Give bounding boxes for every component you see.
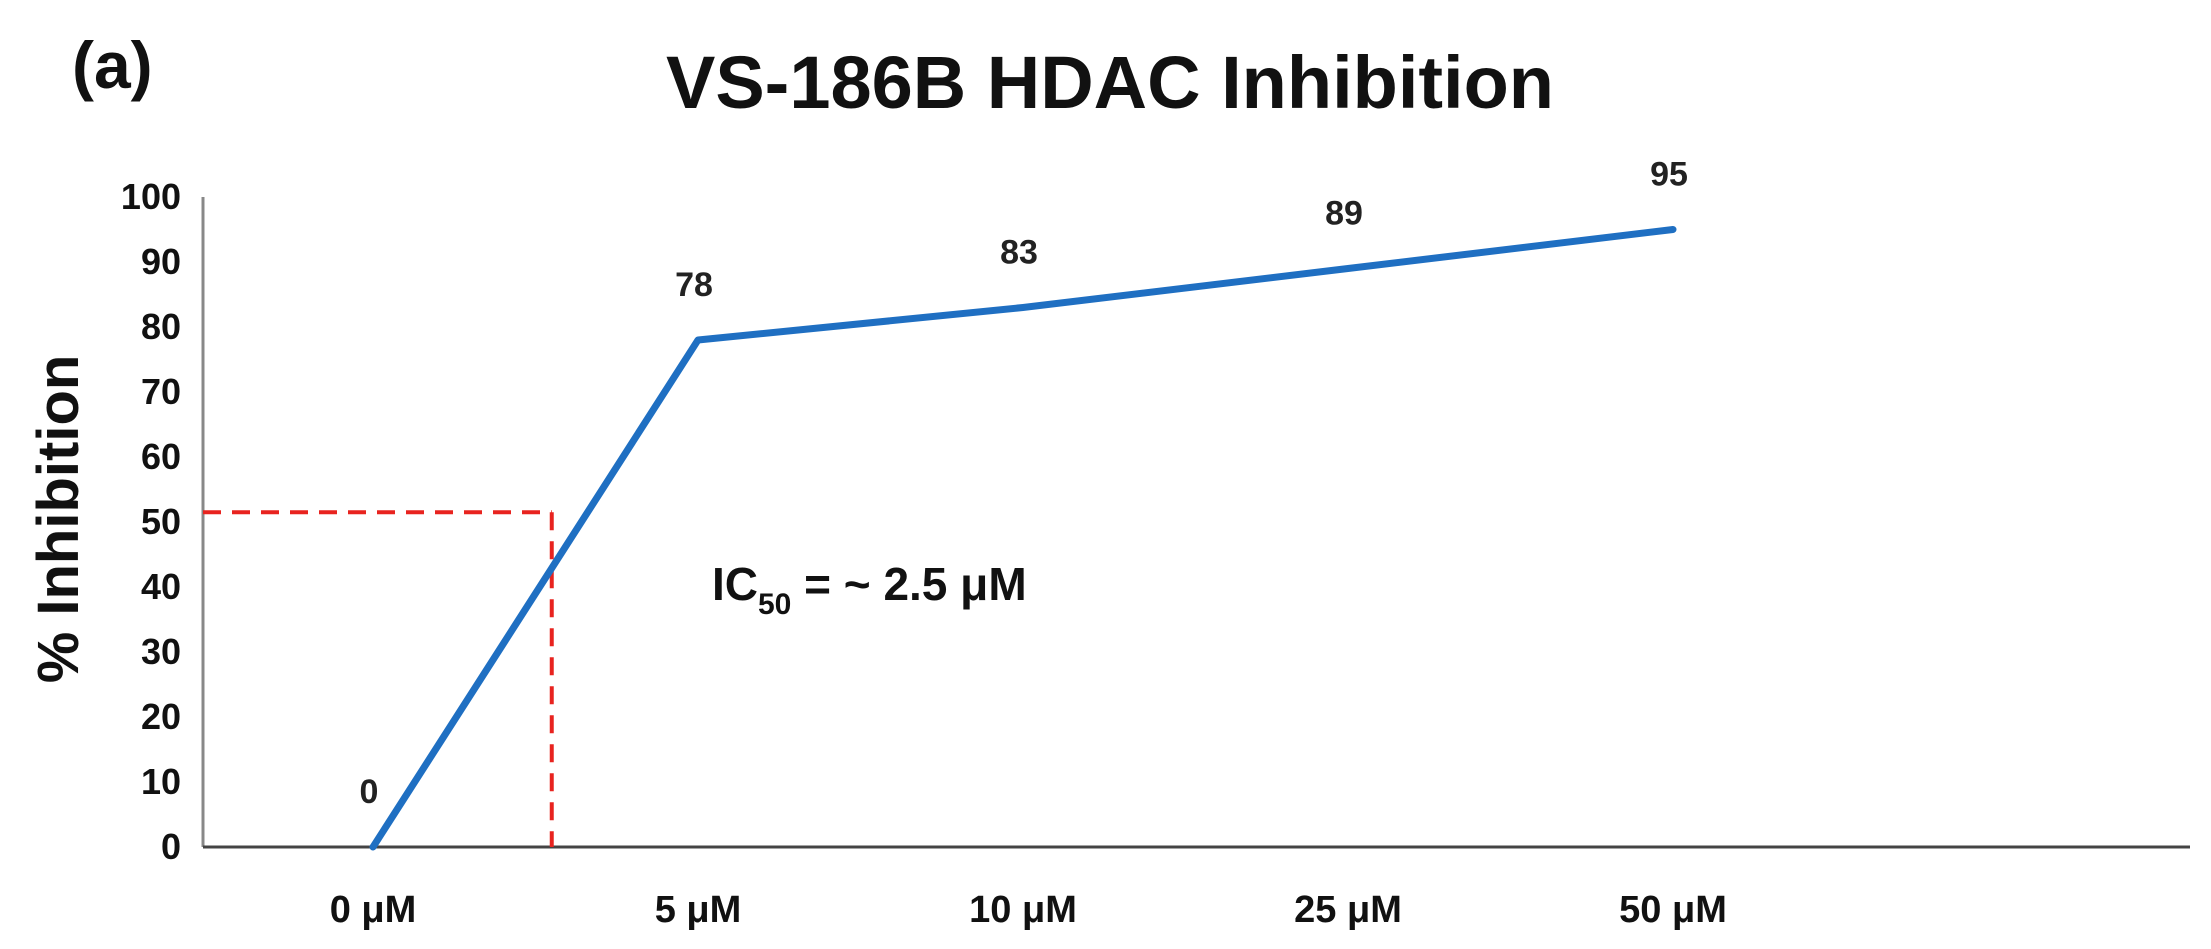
- y-tick-label: 50: [141, 501, 181, 542]
- y-axis-label: % Inhibition: [26, 355, 91, 684]
- data-label: 78: [675, 266, 713, 304]
- y-tick-labels: 0 10 20 30 40 50 60 70 80 90 100: [121, 176, 181, 867]
- y-tick-label: 70: [141, 371, 181, 412]
- y-tick-label: 10: [141, 761, 181, 802]
- data-label: 95: [1650, 156, 1688, 194]
- series-line: [369, 226, 1677, 851]
- ic50-suffix: = ~ 2.5 μM: [791, 558, 1026, 610]
- chart-title: VS-186B HDAC Inhibition: [666, 41, 1554, 124]
- x-tick-label: 25 μM: [1294, 889, 1402, 931]
- ic50-annotation: IC50 = ~ 2.5 μM: [712, 558, 1027, 621]
- series-group: [369, 226, 1677, 851]
- panel-label: (a): [72, 28, 153, 102]
- y-tick-label: 20: [141, 696, 181, 737]
- x-tick-label: 5 μM: [655, 889, 742, 931]
- y-tick-label: 30: [141, 631, 181, 672]
- ic50-subscript: 50: [758, 588, 791, 621]
- y-tick-label: 100: [121, 176, 181, 217]
- y-tick-label: 90: [141, 241, 181, 282]
- data-labels: 0 78 83 89 95: [360, 156, 1688, 812]
- data-label: 83: [1000, 234, 1038, 272]
- x-tick-label: 50 μM: [1619, 889, 1727, 931]
- y-tick-label: 40: [141, 566, 181, 607]
- x-tick-label: 10 μM: [969, 889, 1077, 931]
- x-tick-labels: 0 μM 5 μM 10 μM 25 μM 50 μM: [330, 889, 1727, 931]
- data-label: 0: [360, 773, 379, 811]
- y-tick-label: 0: [161, 826, 181, 867]
- x-tick-label: 0 μM: [330, 889, 417, 931]
- data-label: 89: [1325, 195, 1363, 233]
- ic50-reference-lines: [203, 510, 554, 847]
- y-tick-label: 80: [141, 306, 181, 347]
- ic50-prefix: IC: [712, 558, 758, 610]
- y-tick-label: 60: [141, 436, 181, 477]
